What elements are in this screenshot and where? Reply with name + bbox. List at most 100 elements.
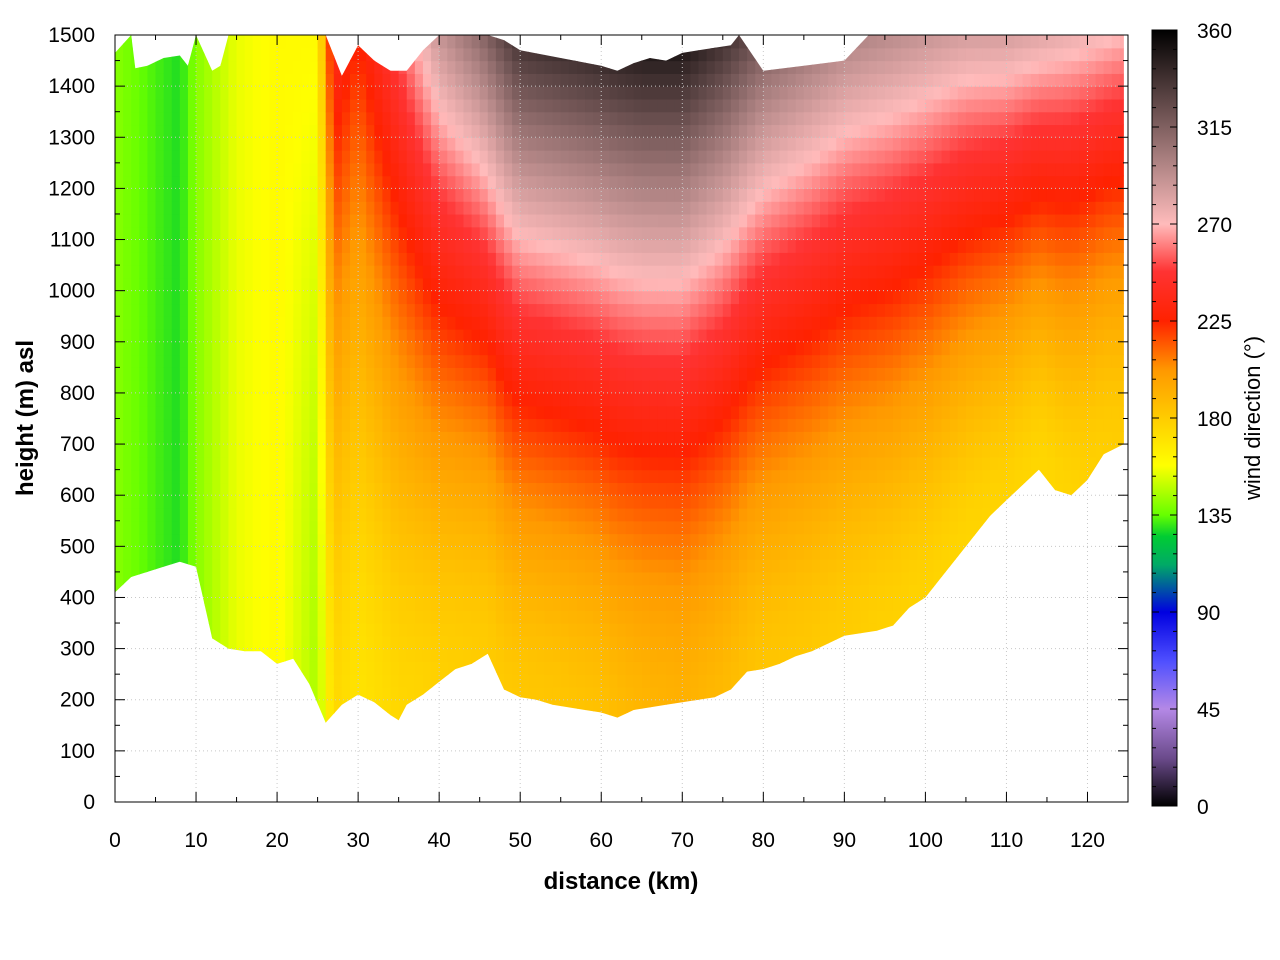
heatmap-cell [317,546,327,560]
heatmap-cell [633,265,643,279]
heatmap-cell [439,341,448,356]
heatmap-cell [552,213,562,228]
heatmap-cell [503,239,513,253]
heatmap-cell [309,252,319,266]
heatmap-cell [528,776,537,789]
heatmap-cell [755,341,764,356]
heatmap-cell [706,98,716,113]
heatmap-cell [293,303,302,317]
heatmap-cell [204,265,213,279]
heatmap-cell [747,316,756,330]
heatmap-cell [309,469,319,484]
heatmap-cell [739,444,748,458]
heatmap-cell [358,738,367,751]
heatmap-cell [317,635,327,650]
heatmap-cell [439,584,448,599]
heatmap-cell [503,482,513,496]
heatmap-cell [431,188,440,202]
heatmap-cell [730,712,740,723]
heatmap-cell [649,213,659,228]
heatmap-cell [260,303,270,317]
heatmap-cell [617,635,627,650]
heatmap-cell [520,635,529,650]
heatmap-cell [171,226,181,241]
heatmap-cell [139,60,149,74]
heatmap-cell [422,431,432,445]
heatmap-cell [576,98,586,113]
heatmap-cell [422,316,432,330]
heatmap-cell [739,648,748,662]
heatmap-cell [439,559,448,573]
heatmap-cell [220,303,230,317]
heatmap-cell [625,316,635,330]
heatmap-cell [131,303,140,317]
heatmap-cell [212,226,221,241]
heatmap-cell [747,751,756,764]
heatmap-cell [747,456,756,471]
heatmap-cell [390,137,400,151]
heatmap-cell [714,610,724,624]
heatmap-cell [617,392,627,407]
heatmap-cell [366,175,375,189]
heatmap-cell [341,226,351,241]
heatmap-cell [739,520,748,535]
heatmap-cell [317,597,327,611]
heatmap-cell [350,329,359,343]
heatmap-cell [512,431,521,445]
heatmap-cell [674,47,683,62]
heatmap-cell [155,252,165,266]
heatmap-cell [666,124,675,138]
heatmap-cell [479,712,489,723]
heatmap-cell [674,751,683,764]
heatmap-cell [617,520,627,535]
heatmap-cell [503,277,513,292]
heatmap-cell [293,418,302,432]
heatmap-cell [406,584,416,599]
heatmap-cell [520,764,529,777]
heatmap-cell [204,559,213,573]
heatmap-cell [155,239,165,253]
heatmap-cell [212,469,221,484]
heatmap-cell [366,226,375,241]
heatmap-cell [495,584,505,599]
heatmap-cell [698,674,708,688]
heatmap-cell [495,686,505,701]
heatmap-cell [642,751,651,764]
heatmap-cell [471,252,481,266]
heatmap-cell [722,60,732,74]
heatmap-cell [139,776,148,789]
heatmap-cell [463,610,473,624]
heatmap-cell [463,47,473,62]
heatmap-cell [649,35,659,49]
heatmap-cell [220,431,230,445]
heatmap-cell [325,354,335,368]
heatmap-cell [260,226,270,241]
heatmap-cell [293,367,302,381]
heatmap-cell [722,661,732,675]
heatmap-cell [576,265,586,279]
heatmap-cell [480,725,489,738]
heatmap-cell [341,584,351,599]
heatmap-cell [187,418,197,432]
heatmap-cell [382,776,391,789]
heatmap-cell [771,162,781,177]
heatmap-cell [641,329,651,343]
heatmap-cell [139,303,149,317]
heatmap-cell [172,751,181,764]
heatmap-cell [341,456,351,471]
heatmap-cell [714,546,724,560]
heatmap-cell [763,303,773,317]
heatmap-cell [179,495,189,509]
heatmap-cell [244,162,254,177]
heatmap-cell [358,201,367,215]
heatmap-cell [293,776,302,789]
heatmap-cell [779,507,789,522]
heatmap-cell [196,367,205,381]
heatmap-cell [268,674,278,688]
heatmap-cell [277,86,286,100]
heatmap-cell [739,213,748,228]
heatmap-cell [333,150,343,164]
heatmap-cell [682,776,691,789]
heatmap-cell [253,725,262,738]
heatmap-cell [277,35,286,49]
